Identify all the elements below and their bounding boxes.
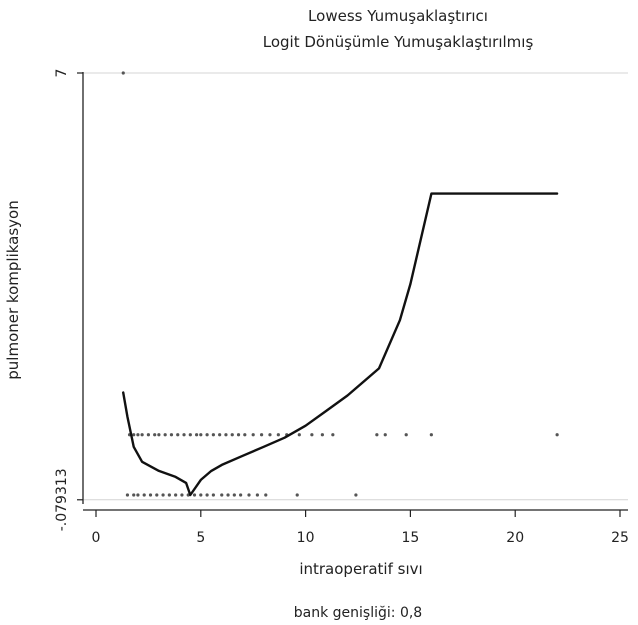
data-point-57 (264, 493, 268, 497)
lowess-line (122, 192, 559, 497)
data-point-37 (132, 493, 136, 497)
scatter-points (121, 71, 559, 497)
data-point-47 (192, 493, 197, 497)
data-point-54 (239, 493, 243, 497)
data-point-53 (232, 493, 236, 497)
data-point-31 (375, 433, 379, 437)
bandwidth-note: bank genişliği: 0,8 (294, 605, 422, 621)
chart-title: Lowess Yumuşaklaştırıcı (308, 7, 488, 25)
data-point-45 (180, 493, 184, 497)
data-point-17 (218, 433, 222, 437)
data-point-49 (205, 493, 209, 497)
data-point-16 (211, 433, 215, 437)
data-point-51 (220, 493, 224, 497)
data-point-42 (161, 493, 165, 497)
data-point-4 (140, 433, 144, 437)
data-point-48 (199, 493, 203, 497)
x-tick-label-0: 0 (92, 530, 101, 546)
grid-lines (83, 72, 628, 501)
data-point-5 (146, 433, 150, 437)
data-point-39 (142, 493, 146, 497)
data-point-32 (383, 433, 387, 437)
data-point-29 (320, 433, 324, 437)
data-point-30 (331, 433, 335, 437)
axis-ticks: 0 5 10 15 20 25 -.079313 7 (54, 69, 629, 546)
data-point-12 (188, 433, 192, 437)
x-tick-label-1: 5 (196, 530, 205, 546)
data-point-59 (354, 493, 358, 497)
data-point-55 (247, 493, 251, 497)
data-point-35 (555, 433, 559, 437)
data-point-43 (167, 493, 171, 497)
data-point-23 (259, 433, 264, 437)
data-point-40 (148, 493, 153, 497)
data-point-10 (176, 433, 180, 437)
data-point-9 (169, 433, 174, 437)
data-point-56 (255, 493, 259, 497)
data-point-41 (155, 493, 159, 497)
data-point-21 (243, 433, 247, 437)
data-point-11 (182, 433, 186, 437)
data-point-13 (195, 433, 199, 437)
data-point-58 (295, 493, 299, 497)
data-point-15 (205, 433, 209, 437)
x-tick-label-2: 10 (297, 530, 315, 546)
data-point-20 (236, 433, 241, 437)
data-point-25 (276, 433, 280, 437)
data-point-27 (297, 433, 301, 437)
data-point-50 (211, 493, 215, 497)
x-axis-title: intraoperatif sıvı (299, 560, 422, 578)
data-point-3 (136, 433, 140, 437)
data-point-8 (163, 433, 167, 437)
smoothed-line (122, 192, 559, 497)
data-point-34 (429, 433, 433, 437)
data-point-2 (132, 433, 136, 437)
data-point-52 (226, 493, 230, 497)
data-point-0 (121, 71, 125, 75)
data-point-7 (157, 433, 161, 437)
x-tick-label-4: 20 (506, 530, 524, 546)
y-tick-label-1: 7 (54, 69, 70, 78)
x-tick-label-3: 15 (401, 530, 419, 546)
data-point-36 (125, 493, 130, 497)
chart-subtitle: Logit Dönüşümle Yumuşaklaştırılmış (263, 33, 534, 51)
x-tick-label-5: 25 (611, 530, 629, 546)
data-point-24 (268, 433, 272, 437)
data-point-22 (251, 433, 255, 437)
data-point-19 (230, 433, 234, 437)
data-point-44 (174, 493, 178, 497)
data-point-38 (136, 493, 140, 497)
y-tick-label-0: -.079313 (54, 468, 70, 531)
data-point-14 (199, 433, 203, 437)
data-point-33 (404, 433, 408, 437)
data-point-28 (310, 433, 314, 437)
data-point-6 (153, 433, 157, 437)
y-axis-title: pulmoner komplikasyon (4, 200, 22, 379)
data-point-18 (224, 433, 228, 437)
